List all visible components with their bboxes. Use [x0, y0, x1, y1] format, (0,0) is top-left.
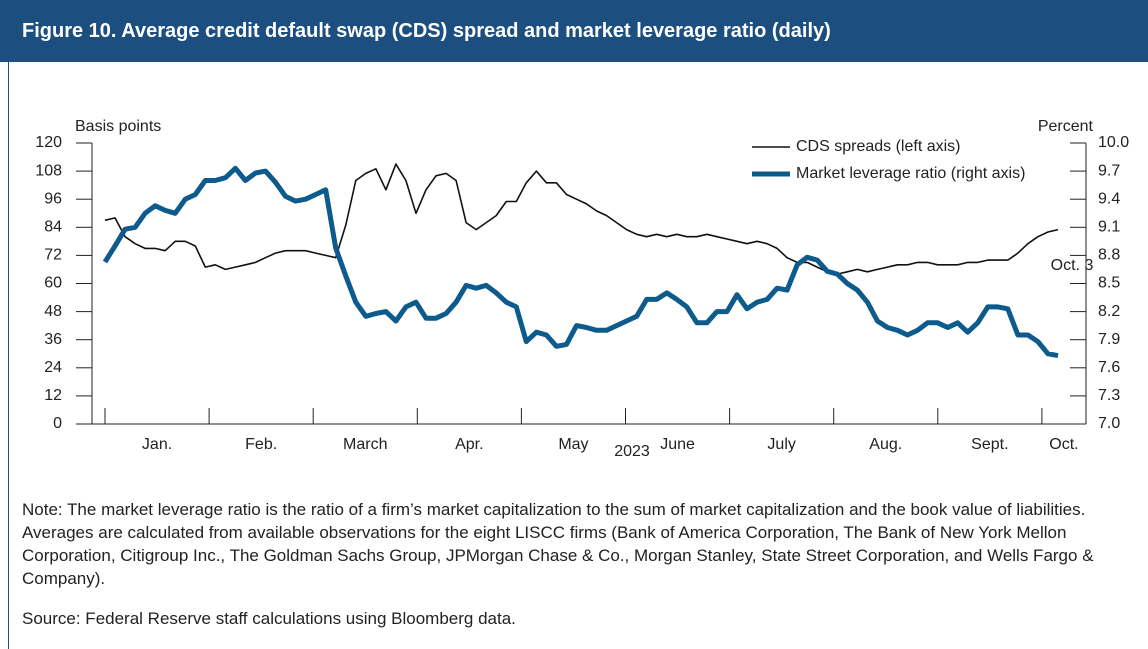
y2-tick-label: 8.5	[1098, 275, 1120, 292]
x-axis-label: 2023	[614, 443, 650, 460]
series-line	[104, 163, 1059, 275]
left-rule	[8, 62, 9, 649]
x-tick-label: Oct.	[1049, 436, 1078, 453]
y-tick-label: 24	[44, 359, 62, 376]
figure-title: Figure 10. Average credit default swap (…	[0, 0, 1148, 62]
y2-tick-label: 8.2	[1098, 303, 1120, 320]
x-tick-label: March	[343, 436, 387, 453]
y-tick-label: 120	[35, 134, 62, 151]
x-tick-label: Jan.	[142, 436, 172, 453]
y2-axis-label: Percent	[1038, 118, 1094, 135]
annotation: Oct. 3	[1051, 257, 1094, 274]
x-tick-label: June	[660, 436, 695, 453]
x-tick-label: Aug.	[869, 436, 902, 453]
y-tick-label: 72	[44, 247, 62, 264]
y2-tick-label: 7.9	[1098, 331, 1120, 348]
note: Note: The market leverage ratio is the r…	[22, 500, 1094, 588]
y2-tick-label: 7.6	[1098, 359, 1120, 376]
x-tick-label: Sept.	[971, 436, 1008, 453]
x-tick-label: May	[558, 436, 588, 453]
y-tick-label: 96	[44, 190, 62, 207]
y-tick-label: 48	[44, 303, 62, 320]
legend-label: Market leverage ratio (right axis)	[796, 165, 1025, 182]
y2-tick-label: 10.0	[1098, 134, 1129, 151]
y-tick-label: 108	[35, 162, 62, 179]
series-line	[102, 165, 1059, 359]
y2-tick-label: 9.4	[1098, 190, 1120, 207]
x-tick-label: Apr.	[455, 436, 483, 453]
y2-tick-label: 9.1	[1098, 219, 1120, 236]
y-tick-label: 60	[44, 275, 62, 292]
y2-tick-label: 8.8	[1098, 247, 1120, 264]
source: Source: Federal Reserve staff calculatio…	[22, 609, 516, 628]
y2-tick-label: 7.3	[1098, 387, 1120, 404]
x-tick-label: July	[767, 436, 795, 453]
y2-tick-label: 9.7	[1098, 162, 1120, 179]
y-tick-label: 0	[53, 415, 62, 432]
y-tick-label: 84	[44, 219, 62, 236]
y-tick-label: 12	[44, 387, 62, 404]
y-tick-label: 36	[44, 331, 62, 348]
y2-tick-label: 7.0	[1098, 415, 1120, 432]
chart: Basis points Percent 2023 Oct. 3 0 12 24 36…	[35, 118, 1129, 460]
x-tick-label: Feb.	[245, 436, 277, 453]
legend-label: CDS spreads (left axis)	[796, 138, 961, 155]
y-axis-label: Basis points	[75, 118, 161, 135]
